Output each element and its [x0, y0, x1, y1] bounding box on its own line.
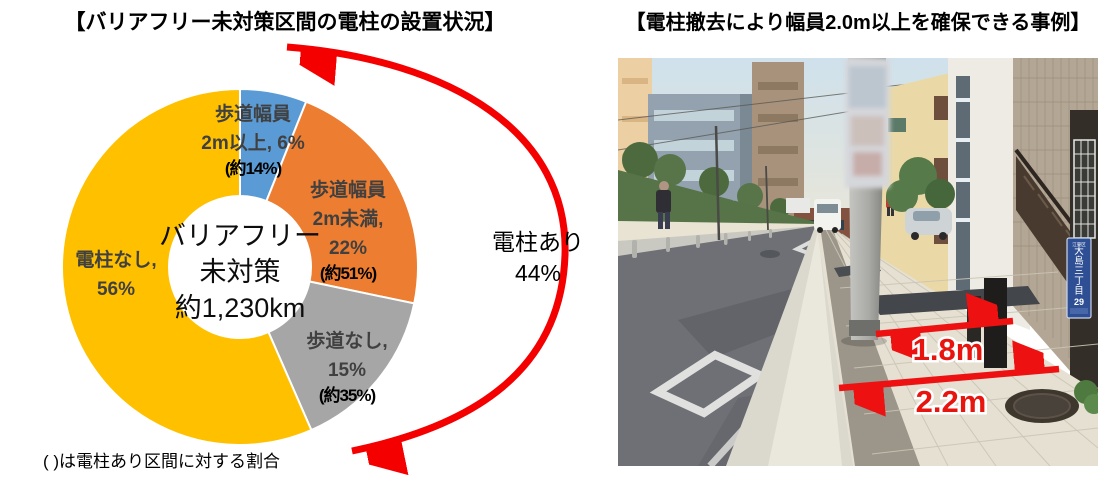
slice-label-paren: (約35%): [318, 386, 376, 405]
measurement-annotations: 1.8m 2.2m: [838, 321, 1060, 422]
slice-label-line: 歩道幅員: [309, 180, 386, 201]
arrow-2-2m: [838, 369, 1060, 388]
donut-center-label: バリアフリー 未対策 約1,230km: [155, 218, 325, 326]
slice-label-no-poles: 電柱なし, 56%: [58, 246, 174, 304]
arrow-1-8m: [875, 321, 1014, 334]
address-sign-number: 29: [1074, 297, 1084, 307]
slice-label-line: 2m未満,: [312, 209, 384, 230]
slice-label-line: 22%: [328, 238, 368, 259]
slice-label-paren: (約51%): [319, 264, 377, 283]
address-sign-district: 江東区: [1072, 241, 1086, 248]
curb-highlight: [768, 230, 842, 466]
address-sign-name: 大島三丁目: [1074, 245, 1084, 297]
white-van: [814, 199, 841, 230]
measurement-label-outer: 2.2m: [916, 384, 987, 419]
utility-pole: [841, 58, 890, 347]
blurred-pole-sign: [845, 58, 890, 188]
donut-slice-denchu-nashi: [61, 87, 313, 446]
slice-label-line: 15%: [327, 360, 367, 381]
left-figure-title: 【バリアフリー未対策区間の電柱の設置状況】: [64, 11, 506, 34]
slice-label-line: 電柱なし,: [75, 250, 157, 271]
street-photo: 江東区 大島三丁目 29 1.8m 2.2m: [618, 58, 1098, 466]
slice-label-no-sidewalk: 歩道なし, 15% (約35%): [287, 327, 407, 407]
slice-label-line: 56%: [96, 279, 136, 300]
slice-label-line: 歩道なし,: [306, 331, 388, 352]
slice-label-sidewalk-under-2m: 歩道幅員 2m未満, 22% (約51%): [283, 176, 413, 285]
donut-chart-canvas: [61, 43, 569, 483]
address-sign: 江東区 大島三丁目 29: [1066, 237, 1092, 319]
slice-label-paren: (約14%): [224, 159, 282, 178]
lattice-window: [1073, 139, 1096, 239]
poles-present-callout: 電柱あり 44%: [478, 227, 598, 289]
callout-line: 44%: [514, 260, 562, 286]
measurement-label-inner: 1.8m: [913, 332, 984, 367]
slice-label-line: 2m以上, 6%: [201, 133, 305, 154]
poles-present-arc-arrow: [286, 43, 569, 451]
center-label-line: バリアフリー: [159, 221, 321, 251]
right-figure-title: 【電柱撤去により幅員2.0m以上を確保できる事例】: [625, 12, 1091, 34]
slice-label-line: 歩道幅員: [214, 104, 291, 125]
callout-line: 電柱あり: [492, 229, 584, 255]
pedestrian-left: [656, 181, 671, 229]
center-label-line: 未対策: [199, 257, 281, 287]
center-label-line: 約1,230km: [174, 293, 306, 323]
slice-label-sidewalk-over-2m: 歩道幅員 2m以上, 6% (約14%): [173, 100, 333, 180]
chart-footnote: ( )は電柱あり区間に対する割合: [43, 452, 281, 471]
